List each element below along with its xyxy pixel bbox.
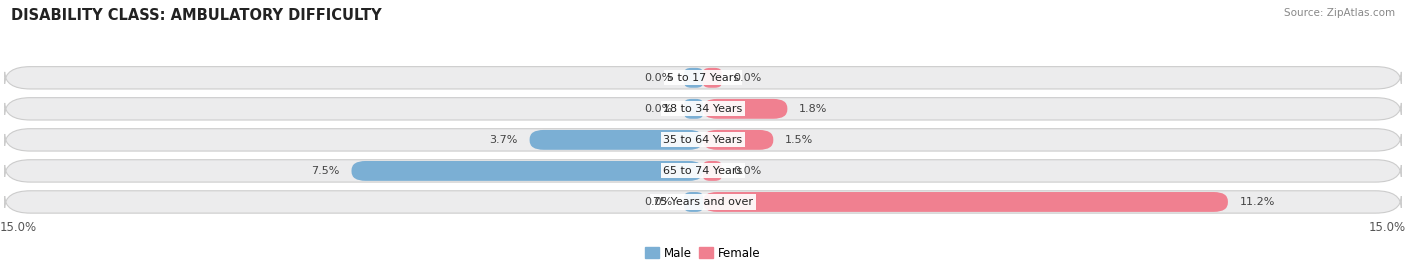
- Text: 0.0%: 0.0%: [644, 104, 672, 114]
- FancyBboxPatch shape: [4, 160, 1402, 182]
- Text: DISABILITY CLASS: AMBULATORY DIFFICULTY: DISABILITY CLASS: AMBULATORY DIFFICULTY: [11, 8, 382, 23]
- Legend: Male, Female: Male, Female: [641, 243, 765, 263]
- Text: 5 to 17 Years: 5 to 17 Years: [666, 73, 740, 83]
- Text: Source: ZipAtlas.com: Source: ZipAtlas.com: [1284, 8, 1395, 18]
- FancyBboxPatch shape: [685, 68, 703, 88]
- FancyBboxPatch shape: [4, 98, 1402, 120]
- Text: 18 to 34 Years: 18 to 34 Years: [664, 104, 742, 114]
- Text: 35 to 64 Years: 35 to 64 Years: [664, 135, 742, 145]
- Text: 1.5%: 1.5%: [785, 135, 813, 145]
- FancyBboxPatch shape: [4, 191, 1402, 213]
- FancyBboxPatch shape: [4, 67, 1402, 89]
- Text: 65 to 74 Years: 65 to 74 Years: [664, 166, 742, 176]
- FancyBboxPatch shape: [703, 161, 721, 181]
- Text: 3.7%: 3.7%: [489, 135, 517, 145]
- Text: 75 Years and over: 75 Years and over: [652, 197, 754, 207]
- FancyBboxPatch shape: [685, 99, 703, 119]
- FancyBboxPatch shape: [703, 130, 773, 150]
- Text: 0.0%: 0.0%: [734, 73, 762, 83]
- Text: 1.8%: 1.8%: [799, 104, 828, 114]
- Text: 0.0%: 0.0%: [644, 73, 672, 83]
- Text: 11.2%: 11.2%: [1240, 197, 1275, 207]
- Text: 15.0%: 15.0%: [1369, 221, 1406, 234]
- FancyBboxPatch shape: [352, 161, 703, 181]
- Text: 7.5%: 7.5%: [311, 166, 340, 176]
- FancyBboxPatch shape: [703, 192, 1227, 212]
- FancyBboxPatch shape: [530, 130, 703, 150]
- FancyBboxPatch shape: [703, 99, 787, 119]
- Text: 0.0%: 0.0%: [734, 166, 762, 176]
- Text: 0.0%: 0.0%: [644, 197, 672, 207]
- FancyBboxPatch shape: [4, 129, 1402, 151]
- FancyBboxPatch shape: [685, 192, 703, 212]
- Text: 15.0%: 15.0%: [0, 221, 37, 234]
- FancyBboxPatch shape: [703, 68, 721, 88]
